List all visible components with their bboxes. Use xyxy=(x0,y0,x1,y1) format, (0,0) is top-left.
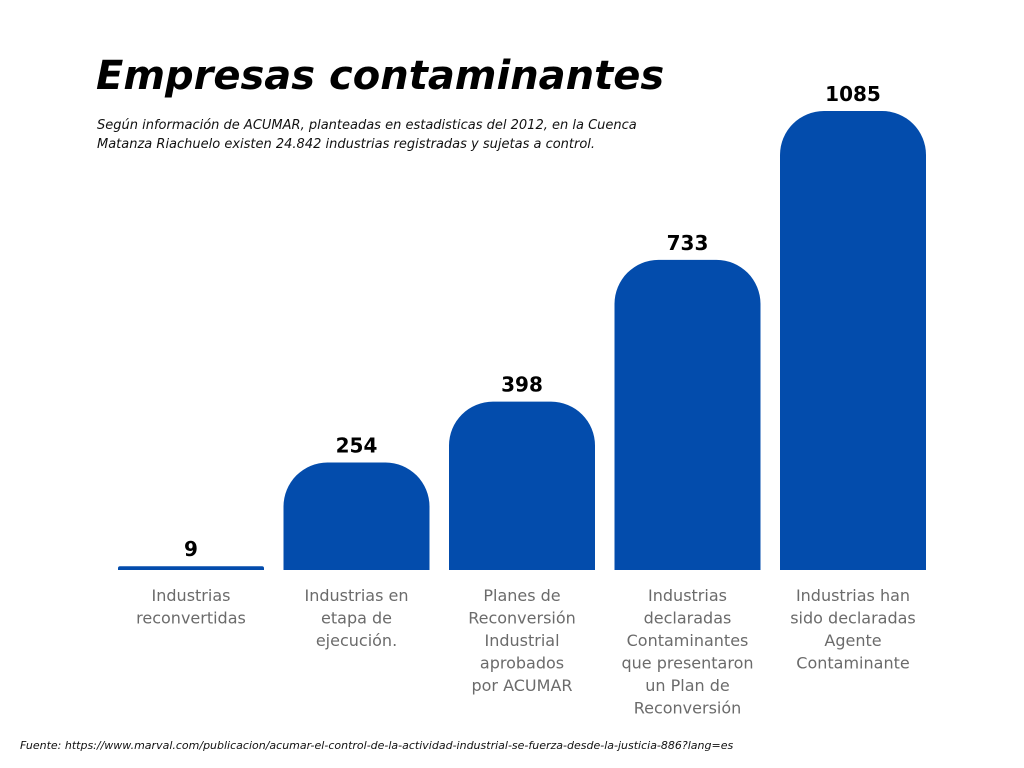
category-label-4: Industrias declaradas Contaminantes que pre… xyxy=(621,586,753,718)
category-label-line: Planes de xyxy=(483,586,560,605)
bar-4 xyxy=(614,259,761,570)
category-label-line: Industrias xyxy=(648,586,727,605)
category-label-2: Industrias en etapa de ejecución. xyxy=(305,586,409,650)
category-label-line: aprobados xyxy=(480,654,564,673)
category-label-line: Industrias xyxy=(152,586,231,605)
category-label-3: Planes de Reconversión Industrial aprobados… xyxy=(468,586,576,695)
category-label-line: ejecución. xyxy=(316,631,397,650)
bar-3 xyxy=(449,401,595,570)
category-label-line: que presentaron xyxy=(621,654,753,673)
category-label-line: Reconversión xyxy=(634,699,742,718)
value-label-1: 9 xyxy=(184,537,198,561)
category-label-line: declaradas xyxy=(644,609,732,628)
category-label-line: reconvertidas xyxy=(136,609,246,628)
category-label-line: un Plan de xyxy=(645,676,730,695)
category-label-line: Agente xyxy=(824,631,881,650)
category-label-line: Industrial xyxy=(484,631,559,650)
category-label-line: sido declaradas xyxy=(790,609,916,628)
category-label-5: Industrias han sido declaradas Agente Conta… xyxy=(790,586,916,673)
value-label-4: 733 xyxy=(667,231,709,255)
bar-1 xyxy=(118,566,264,570)
category-label-line: Industrias en xyxy=(305,586,409,605)
category-label-line: Contaminantes xyxy=(627,631,749,650)
chart-subtitle: Según información de ACUMAR, planteadas … xyxy=(97,118,637,152)
bar-5 xyxy=(780,111,926,570)
category-label-line: Reconversión xyxy=(468,609,576,628)
category-label-line: Contaminante xyxy=(796,654,909,673)
value-label-3: 398 xyxy=(501,373,543,397)
value-label-5: 1085 xyxy=(825,82,881,106)
bar-2 xyxy=(283,462,430,570)
source-note: Fuente: https://www.marval.com/publicaci… xyxy=(20,739,734,752)
category-label-1: Industrias reconvertidas xyxy=(136,586,246,628)
category-label-line: por ACUMAR xyxy=(471,676,572,695)
category-label-line: Industrias han xyxy=(796,586,910,605)
category-label-line: etapa de xyxy=(321,609,392,628)
chart-title: Empresas contaminantes xyxy=(96,53,665,99)
value-label-2: 254 xyxy=(336,434,378,458)
